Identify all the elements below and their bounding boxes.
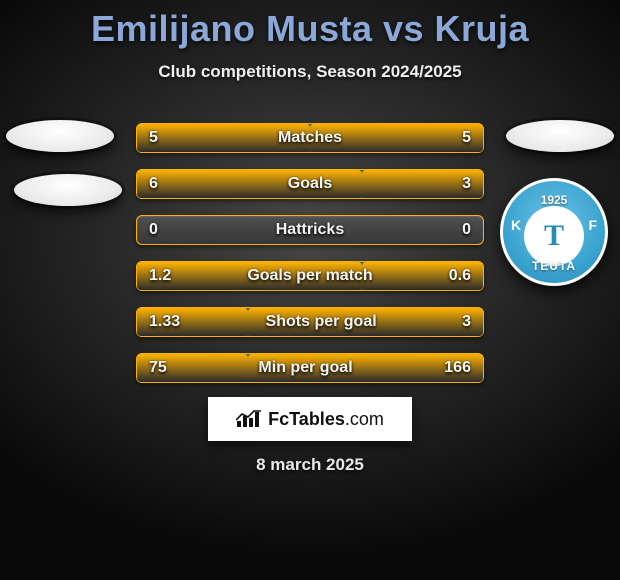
stat-value-left: 0 [149, 221, 158, 239]
stat-row: 5 Matches 5 [136, 123, 484, 153]
badge-inner-circle: T [524, 206, 584, 266]
avatar-placeholder-left-2 [14, 174, 122, 206]
stat-row: 6 Goals 3 [136, 169, 484, 199]
badge-kf-right: F [588, 217, 597, 233]
stat-value-left: 75 [149, 359, 167, 377]
stat-value-left: 6 [149, 175, 158, 193]
badge-club-name: TEUTA [503, 259, 605, 273]
stat-value-right: 0.6 [449, 267, 471, 285]
stat-label: Min per goal [258, 359, 352, 377]
stat-label: Shots per goal [266, 313, 377, 331]
stat-value-left: 1.33 [149, 313, 180, 331]
stat-value-right: 5 [462, 129, 471, 147]
avatar-placeholder-left-1 [6, 120, 114, 152]
badge-letter: T [544, 219, 564, 253]
stat-value-right: 0 [462, 221, 471, 239]
brand-text: FcTables.com [268, 409, 384, 430]
stat-value-right: 3 [462, 175, 471, 193]
brand-name: FcTables [268, 409, 345, 429]
stat-row: 75 Min per goal 166 [136, 353, 484, 383]
brand-domain: .com [345, 409, 384, 429]
page-subtitle: Club competitions, Season 2024/2025 [0, 62, 620, 82]
avatar-placeholder-right-1 [506, 120, 614, 152]
stat-value-left: 5 [149, 129, 158, 147]
stat-row: 1.2 Goals per match 0.6 [136, 261, 484, 291]
stat-label: Matches [278, 129, 342, 147]
chart-icon [236, 410, 262, 428]
stat-label: Hattricks [276, 221, 344, 239]
stat-label: Goals [288, 175, 332, 193]
badge-kf-left: K [511, 217, 521, 233]
stat-row: 0 Hattricks 0 [136, 215, 484, 245]
stat-label: Goals per match [247, 267, 372, 285]
stat-row: 1.33 Shots per goal 3 [136, 307, 484, 337]
stat-value-right: 3 [462, 313, 471, 331]
stat-value-right: 166 [444, 359, 471, 377]
stat-value-left: 1.2 [149, 267, 171, 285]
stats-panel: 5 Matches 5 6 Goals 3 0 Hattricks 0 1.2 Goals per … [136, 123, 484, 399]
infographic-container: Emilijano Musta vs Kruja Club competitio… [0, 0, 620, 580]
page-title: Emilijano Musta vs Kruja [0, 8, 620, 50]
date-text: 8 march 2025 [0, 455, 620, 475]
club-badge: 1925 K F T TEUTA [500, 178, 608, 286]
brand-banner: FcTables.com [208, 397, 412, 441]
badge-year: 1925 [503, 193, 605, 207]
